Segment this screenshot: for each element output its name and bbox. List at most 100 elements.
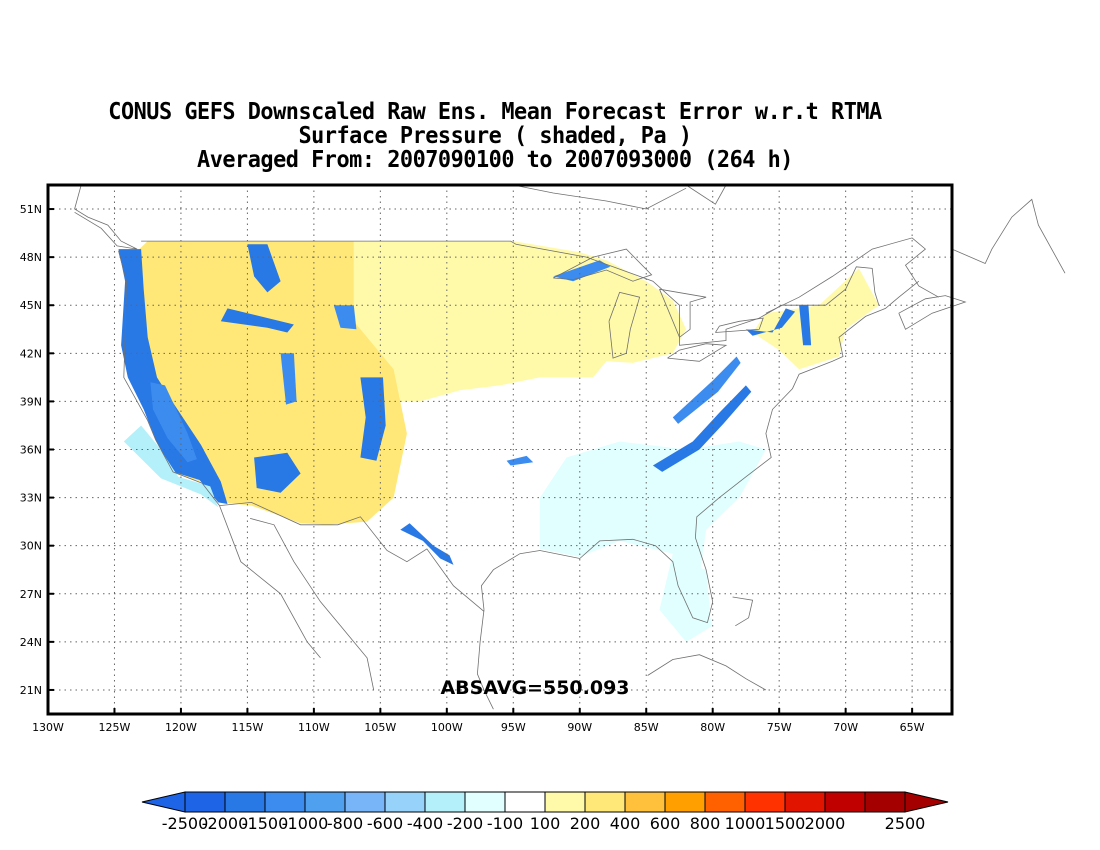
northeast-high-region [752, 268, 879, 370]
colorbar-swatch [704, 791, 746, 813]
colorbar [141, 791, 949, 813]
title-line-1: CONUS GEFS Downscaled Raw Ens. Mean Fore… [108, 99, 882, 125]
colorbar-label: -2000 [202, 814, 249, 833]
colorbar-swatch [784, 791, 826, 813]
west-coast-low-region [118, 249, 228, 504]
wasatch-low-region [280, 353, 297, 405]
st-lawrence-coast [765, 237, 939, 314]
colorbar-swatch [224, 791, 266, 813]
bighorn-low-region [333, 305, 357, 330]
lat-tick-label: 27N [20, 588, 42, 601]
lake-superior-shore [553, 248, 653, 282]
lake-huron-shore [659, 288, 707, 338]
colorbar-swatch [504, 791, 546, 813]
hudson-bay-coast [513, 184, 687, 210]
lon-tick-label: 120W [165, 721, 197, 734]
allegheny-low-region [672, 356, 741, 424]
colorbar-swatch [624, 791, 666, 813]
colorbar-label: 2000 [805, 814, 846, 833]
canada-pacific-coast [74, 184, 138, 250]
central-valley-low-region [150, 382, 197, 463]
newfoundland-coast [951, 198, 1066, 274]
lon-tick-label: 105W [364, 721, 396, 734]
coastal-ocean-low-region [123, 425, 219, 508]
colorbar-label: 1000 [725, 814, 766, 833]
colorbar-label: 200 [570, 814, 601, 833]
montana-low-region [247, 244, 281, 293]
colorbar-label: -100 [487, 814, 523, 833]
colorbar-label: 600 [650, 814, 681, 833]
lon-tick-label: 90W [567, 721, 592, 734]
nova-scotia-coast [898, 295, 967, 330]
colorbar-swatch [424, 791, 466, 813]
absavg-annotation: ABSAVG=550.093 [440, 677, 629, 699]
lat-tick-label: 42N [20, 347, 42, 360]
colorbar-labels: -2500-2000-1500-1000-800 -600 -400 -200 -100… [162, 814, 926, 833]
colorbar-label: -400 [407, 814, 443, 833]
colorbar-swatch [464, 791, 506, 813]
colorbar-label: 2500 [885, 814, 926, 833]
colorbar-swatch [584, 791, 626, 813]
colorbar-swatch [384, 791, 426, 813]
lon-tick-label: 115W [231, 721, 263, 734]
lon-tick-label: 130W [32, 721, 64, 734]
colorbar-label: -200 [447, 814, 483, 833]
lat-tick-label: 51N [20, 203, 42, 216]
longitude-ticks: 130W 125W 120W 115W 110W 105W 100W 95W 90W 85W 80W… [32, 708, 925, 734]
colorbar-swatch [824, 791, 866, 813]
southeast-low-region [539, 441, 766, 642]
colorbar-low-arrow [141, 791, 186, 813]
colorbar-swatch [344, 791, 386, 813]
west-coastline [118, 250, 321, 659]
lon-tick-label: 85W [634, 721, 659, 734]
lon-tick-label: 65W [900, 721, 925, 734]
colorbar-high-arrow [904, 791, 949, 813]
colorbar-swatch [264, 791, 306, 813]
colorbar-label: -800 [327, 814, 363, 833]
lake-michigan-shore [608, 291, 641, 359]
lon-tick-label: 80W [700, 721, 725, 734]
latitude-ticks: 21N 24N 27N 30N 33N 36N 39N 42N 45N 48N 51N [20, 203, 54, 697]
lake-ontario-shore [715, 317, 764, 333]
cuba-coast [647, 654, 767, 691]
title-line-3: Averaged From: 2007090100 to 2007093000 … [197, 147, 793, 173]
lat-tick-label: 36N [20, 444, 42, 457]
colorbar-swatch [664, 791, 706, 813]
colorbar-label: 100 [530, 814, 561, 833]
james-bay-coast [685, 184, 727, 205]
lake-erie-shore [667, 343, 728, 362]
shaded-field [118, 241, 879, 642]
florida-low-region [672, 561, 710, 623]
lat-tick-label: 24N [20, 636, 42, 649]
colorbar-label: 400 [610, 814, 641, 833]
lat-tick-label: 48N [20, 251, 42, 264]
colorbar-label: 800 [690, 814, 721, 833]
colorbar-label: 1500 [765, 814, 806, 833]
rio-grande-low-region [400, 523, 454, 565]
lon-tick-label: 110W [298, 721, 330, 734]
lat-tick-label: 45N [20, 299, 42, 312]
colorbar-swatch [744, 791, 786, 813]
bahamas-coast [732, 596, 754, 627]
title-block: CONUS GEFS Downscaled Raw Ens. Mean Fore… [0, 100, 990, 172]
colorbar-swatch [184, 791, 226, 813]
colorbar-label: -1000 [282, 814, 329, 833]
lat-tick-label: 30N [20, 540, 42, 553]
southwest-low-region [254, 452, 301, 493]
colorbar-swatch [864, 791, 906, 813]
lat-tick-label: 39N [20, 395, 42, 408]
lon-tick-label: 95W [501, 721, 526, 734]
lat-tick-label: 33N [20, 492, 42, 505]
new-york-low-region [745, 308, 796, 336]
coastlines [74, 184, 1066, 710]
lat-tick-label: 21N [20, 684, 42, 697]
colorbar-label: -600 [367, 814, 403, 833]
lon-tick-label: 70W [833, 721, 858, 734]
gulf-coastline [480, 280, 920, 624]
colorbar-swatch [304, 791, 346, 813]
ozark-low-region [506, 455, 534, 466]
colorbar-label: -1500 [242, 814, 289, 833]
vermont-low-region [799, 305, 812, 346]
appalachian-low-region [652, 385, 752, 472]
